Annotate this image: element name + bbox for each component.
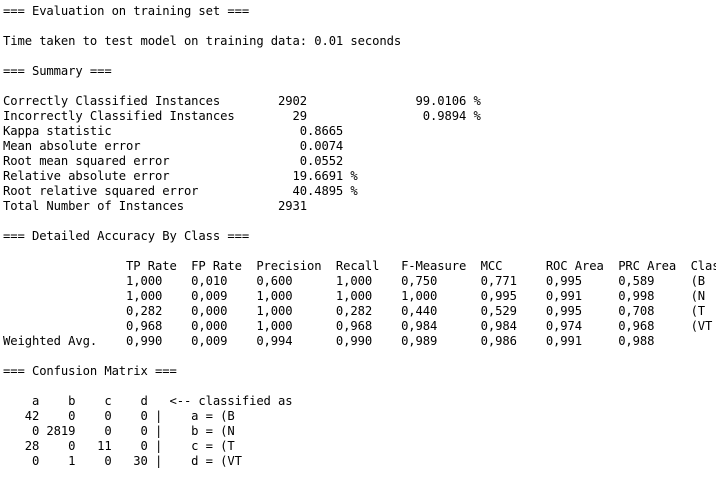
output-line: Time taken to test model on training dat… (3, 34, 402, 48)
output-line (3, 379, 716, 394)
output-line: 28 0 11 0 | c = (T (3, 439, 235, 453)
output-line (3, 349, 716, 364)
output-line (3, 79, 716, 94)
output-line: TP Rate FP Rate Precision Recall F-Measu… (3, 259, 716, 273)
output-line: Root relative squared error 40.4895 % (3, 184, 358, 198)
output-line: Mean absolute error 0.0074 (3, 139, 344, 153)
output-line (3, 19, 716, 34)
output-line: Incorrectly Classified Instances 29 0.98… (3, 109, 481, 123)
output-line: 0 2819 0 0 | b = (N (3, 424, 235, 438)
output-line: === Confusion Matrix === (3, 364, 177, 378)
output-line (3, 244, 716, 259)
output-line (3, 214, 716, 229)
output-line: Correctly Classified Instances 2902 99.0… (3, 94, 481, 108)
output-line: Relative absolute error 19.6691 % (3, 169, 358, 183)
output-line: Weighted Avg. 0,990 0,009 0,994 0,990 0,… (3, 334, 655, 348)
output-line: === Evaluation on training set === (3, 4, 250, 18)
output-line: a b c d <-- classified as (3, 394, 293, 408)
output-line: 1,000 0,010 0,600 1,000 0,750 0,771 0,99… (3, 274, 706, 288)
output-line: 1,000 0,009 1,000 1,000 1,000 0,995 0,99… (3, 289, 706, 303)
output-line: 42 0 0 0 | a = (B (3, 409, 235, 423)
output-line: Root mean squared error 0.0552 (3, 154, 344, 168)
evaluation-output-text: === Evaluation on training set === Time t… (3, 4, 716, 469)
output-line: Total Number of Instances 2931 (3, 199, 307, 213)
output-line: Kappa statistic 0.8665 (3, 124, 344, 138)
output-line (3, 49, 716, 64)
output-line: === Detailed Accuracy By Class === (3, 229, 250, 243)
output-line: 0,282 0,000 1,000 0,282 0,440 0,529 0,99… (3, 304, 706, 318)
output-line: === Summary === (3, 64, 112, 78)
output-line: 0,968 0,000 1,000 0,968 0,984 0,984 0,97… (3, 319, 713, 333)
output-line: 0 1 0 30 | d = (VT (3, 454, 242, 468)
